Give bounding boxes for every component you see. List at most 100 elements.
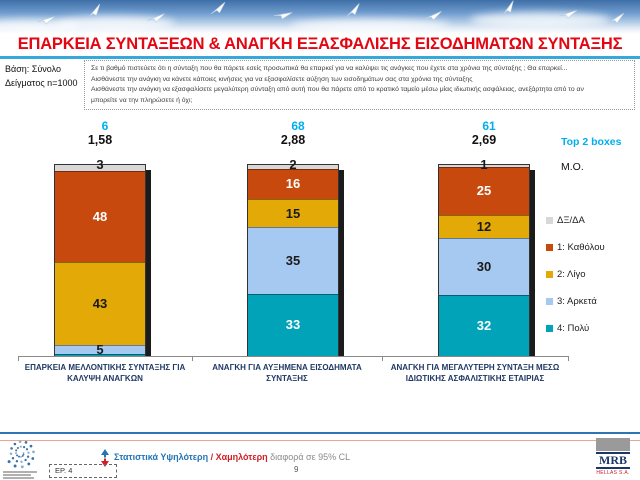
cloud-shape	[55, 16, 175, 31]
significance-confidence-label: διαφορά σε 95% CL	[267, 452, 351, 462]
mrb-logo-graphic	[596, 438, 630, 451]
mean-value: 1,58	[87, 133, 113, 148]
bar-header: 68 2,88	[248, 119, 338, 148]
top2-boxes-header: Top 2 boxes	[561, 136, 622, 148]
segment-value-label: 3	[96, 156, 104, 172]
segment-value-label: 2	[289, 156, 297, 172]
legend-label: 4: Πολύ	[557, 323, 590, 334]
question-reference-box: ΕΡ. 4	[49, 464, 117, 478]
segment-value-label: 33	[285, 317, 301, 333]
segment-value-label: 30	[476, 258, 492, 274]
legend-swatch	[546, 271, 553, 278]
bar-segment: 1	[439, 158, 529, 171]
significance-higher-label: Στατιστικά Υψηλότερη	[114, 452, 209, 462]
bar-segment: 2	[248, 158, 338, 171]
segment-value-label: 43	[92, 296, 108, 312]
bar-segment: 15	[248, 199, 338, 228]
segment-value-label: 25	[476, 183, 492, 199]
bar-segment: 16	[248, 168, 338, 200]
slide-title: ΕΠΑΡΚΕΙΑ ΣΥΝΤΑΞΕΩΝ & ΑΝΑΓΚΗ ΕΞΑΣΦΑΛΙΣΗΣ …	[17, 35, 623, 53]
mean-header: Μ.Ο.	[561, 161, 584, 173]
paper-plane-icon	[87, 3, 101, 19]
category-label: ΑΝΑΓΚΗ ΓΙΑ ΜΕΓΑΛΥΤΕΡΗ ΣΥΝΤΑΞΗ ΜΕΣΩ ΙΔΙΩΤ…	[390, 363, 560, 383]
bar-segment: 33	[248, 293, 338, 356]
segment-value-label: 32	[476, 318, 492, 334]
bar-header: 6 1,58	[55, 119, 145, 148]
company-spiral-logo-icon	[7, 440, 35, 469]
paper-plane-icon	[424, 10, 442, 21]
x-axis	[18, 356, 568, 357]
logo-address-line	[3, 471, 37, 473]
x-axis-tick	[382, 356, 383, 361]
top2-box-value: 6	[101, 119, 109, 133]
stacked-bar: 3 48 43 5	[54, 158, 151, 358]
footer-separator-blue	[0, 432, 640, 434]
significance-lower-label: Χαμηλότερη	[215, 452, 268, 462]
top2-box-value: 68	[291, 119, 305, 133]
question-reference-label: ΕΡ. 4	[55, 466, 73, 475]
segment-value-label: 35	[285, 253, 301, 269]
cloud-shape	[290, 19, 450, 32]
bar-segment	[55, 354, 145, 356]
stacked-bar: 2 16 15 35 33	[247, 158, 344, 357]
mean-value: 2,69	[471, 133, 497, 148]
significance-note: Στατιστικά Υψηλότερη / Χαμηλότερη διαφορ…	[114, 452, 350, 462]
page-number: 9	[294, 465, 299, 474]
legend-item: 3: Αρκετά	[546, 296, 605, 307]
paper-plane-icon	[36, 16, 56, 25]
legend-item: 1: Καθόλου	[546, 242, 605, 253]
category-label: ΕΠΑΡΚΕΙΑ ΜΕΛΛΟΝΤΙΚΗΣ ΣΥΝΤΑΞΗΣ ΓΙΑ ΚΑΛΥΨΗ…	[24, 363, 186, 383]
bar-segment: 25	[439, 166, 529, 215]
question-line: μπορείτε να την πληρώσετε ή όχι;	[91, 96, 193, 104]
x-axis-tick	[192, 356, 193, 361]
chart-legend: ΔΞ/ΔΑ 1: Καθόλου 2: Λίγο 3: Αρκετά 4: Πολύ	[546, 215, 605, 334]
logo-address-line	[3, 477, 34, 479]
bar-header: 61 2,69	[439, 119, 529, 148]
legend-swatch	[546, 217, 553, 224]
question-text-box: Σε τι βαθμό πιστεύετε ότι η σύνταξη που …	[84, 60, 635, 110]
question-line: Αισθάνεστε την ανάγκη να εξασφαλίσετε με…	[91, 86, 584, 94]
legend-label: 1: Καθόλου	[557, 242, 605, 253]
mrb-logo-text: MRB	[596, 452, 630, 469]
segment-value-label: 5	[96, 342, 104, 358]
bar-segment: 32	[439, 294, 529, 356]
header-banner-image	[0, 0, 640, 34]
paper-plane-icon	[210, 1, 226, 15]
paper-plane-icon	[608, 13, 624, 24]
legend-label: 2: Λίγο	[557, 269, 586, 280]
bar-segment: 30	[439, 237, 529, 295]
question-line: Αισθάνεστε την ανάγκη να κάνετε κάποιες …	[91, 75, 473, 83]
bar-segment: 48	[55, 170, 145, 263]
significance-separator: /	[208, 452, 216, 462]
cloud-shape	[470, 12, 610, 28]
segment-value-label: 15	[285, 205, 301, 221]
legend-label: ΔΞ/ΔΑ	[557, 215, 585, 226]
bar-segment: 35	[248, 227, 338, 294]
title-underline	[0, 56, 640, 59]
footer-separator-red	[0, 440, 640, 441]
paper-plane-icon	[559, 9, 578, 19]
legend-item: 4: Πολύ	[546, 323, 605, 334]
mean-value: 2,88	[280, 133, 306, 148]
question-line: Σε τι βαθμό πιστεύετε ότι η σύνταξη που …	[91, 65, 568, 72]
bar-segment: 3	[55, 158, 145, 171]
category-label: ΑΝΑΓΚΗ ΓΙΑ ΑΥΞΗΜΕΝΑ ΕΙΣΟΔΗΜΑΤΑ ΣΥΝΤΑΞΗΣ	[212, 363, 362, 383]
x-axis-tick	[568, 356, 569, 361]
legend-label: 3: Αρκετά	[557, 296, 597, 307]
sample-base-note: Βάση: Σύνολο Δείγματος n=1000	[5, 63, 83, 90]
legend-swatch	[546, 298, 553, 305]
cloud-shape	[0, 20, 80, 33]
legend-swatch	[546, 325, 553, 332]
segment-value-label: 1	[480, 156, 488, 172]
x-axis-tick	[18, 356, 19, 361]
legend-item: 2: Λίγο	[546, 269, 605, 280]
bar-segment: 12	[439, 214, 529, 238]
legend-item: ΔΞ/ΔΑ	[546, 215, 605, 226]
segment-value-label: 16	[285, 176, 301, 192]
bar-segment: 5	[55, 342, 145, 358]
segment-value-label: 48	[92, 209, 108, 225]
stacked-bar: 1 25 12 30 32	[438, 158, 535, 357]
logo-address-line	[3, 474, 31, 476]
legend-swatch	[546, 244, 553, 251]
